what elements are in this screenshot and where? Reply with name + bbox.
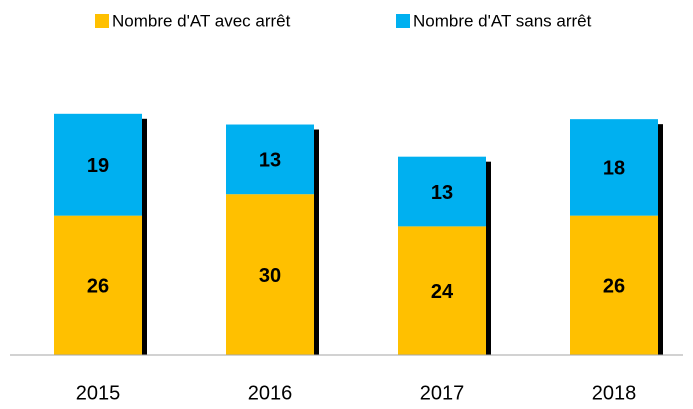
bar-shadow (486, 161, 491, 355)
bar-segment (398, 156, 486, 227)
data-label: 26 (87, 276, 109, 298)
bar-segment (570, 119, 658, 216)
legend-swatch (396, 14, 410, 28)
bar-shadow (658, 124, 663, 355)
bar-segment (226, 194, 314, 355)
data-label: 30 (259, 265, 281, 287)
bar-shadow (142, 118, 147, 355)
x-tick-label: 2017 (420, 382, 465, 404)
bar-segment (570, 215, 658, 355)
data-label: 13 (259, 150, 281, 172)
data-label: 18 (603, 158, 625, 180)
bar-segment (398, 226, 486, 355)
data-label: 19 (87, 155, 109, 177)
bar-segment (226, 124, 314, 195)
legend-label: Nombre d'AT sans arrêt (413, 11, 592, 30)
x-tick-label: 2016 (248, 382, 293, 404)
data-label: 13 (431, 182, 453, 204)
bar-shadow (314, 129, 319, 355)
data-label: 24 (431, 281, 454, 303)
legend-label: Nombre d'AT avec arrêt (112, 11, 291, 30)
bar-segment (54, 215, 142, 355)
x-tick-label: 2018 (592, 382, 637, 404)
bar-segment (54, 113, 142, 216)
legend-swatch (95, 14, 109, 28)
data-label: 26 (603, 276, 625, 298)
x-tick-label: 2015 (76, 382, 121, 404)
